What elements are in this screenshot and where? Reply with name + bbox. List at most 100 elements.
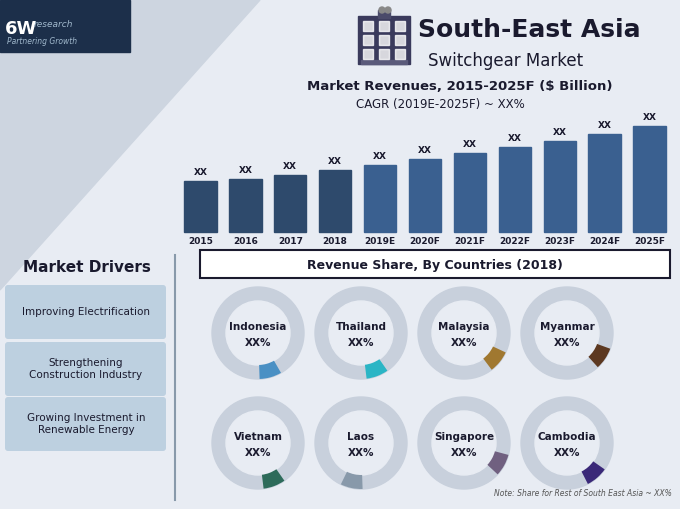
Circle shape (535, 411, 599, 475)
Circle shape (521, 287, 613, 379)
Circle shape (379, 7, 385, 13)
Bar (274, 175, 307, 232)
Bar (361, 60, 407, 64)
Text: XX: XX (463, 140, 477, 149)
Circle shape (418, 397, 510, 489)
Bar (395, 49, 405, 59)
Bar (588, 134, 621, 232)
Bar (363, 35, 373, 45)
Bar (0, 0, 130, 52)
Wedge shape (365, 359, 388, 379)
Circle shape (315, 287, 407, 379)
Circle shape (521, 397, 613, 489)
Text: XX: XX (553, 128, 566, 136)
FancyBboxPatch shape (5, 342, 166, 396)
FancyBboxPatch shape (5, 397, 166, 451)
Bar (543, 140, 576, 232)
Text: CAGR (2019E-2025F) ~ XX%: CAGR (2019E-2025F) ~ XX% (356, 98, 524, 111)
Text: XX%: XX% (347, 338, 374, 348)
Text: XX%: XX% (451, 448, 477, 458)
FancyBboxPatch shape (5, 285, 166, 339)
Circle shape (226, 411, 290, 475)
Circle shape (432, 301, 496, 365)
Wedge shape (262, 469, 284, 489)
Text: XX%: XX% (347, 448, 374, 458)
Text: Switchgear Market: Switchgear Market (428, 52, 583, 70)
Text: 2018: 2018 (323, 237, 347, 246)
Text: Thailand: Thailand (335, 322, 386, 332)
Text: 2016: 2016 (233, 237, 258, 246)
Text: Indonesia: Indonesia (229, 322, 287, 332)
Wedge shape (341, 472, 362, 489)
Bar (364, 164, 396, 232)
Circle shape (212, 397, 304, 489)
Text: Cambodia: Cambodia (538, 432, 596, 442)
Bar (379, 21, 389, 31)
Text: XX%: XX% (554, 448, 580, 458)
Circle shape (385, 7, 391, 13)
Text: research: research (34, 20, 73, 29)
Text: Improving Electrification: Improving Electrification (22, 307, 150, 317)
Bar (379, 49, 389, 59)
Bar (378, 10, 390, 18)
Text: 2025F: 2025F (634, 237, 665, 246)
Text: 2023F: 2023F (544, 237, 575, 246)
Text: XX: XX (418, 146, 432, 155)
Circle shape (418, 287, 510, 379)
Text: XX%: XX% (451, 338, 477, 348)
Bar (409, 159, 441, 232)
Wedge shape (488, 451, 509, 474)
Text: Strengthening
Construction Industry: Strengthening Construction Industry (29, 358, 143, 380)
Bar (358, 16, 410, 64)
Circle shape (226, 301, 290, 365)
Bar (319, 170, 352, 232)
Text: 2024F: 2024F (589, 237, 620, 246)
Text: XX: XX (328, 157, 342, 166)
Text: 2015: 2015 (188, 237, 213, 246)
Bar (200, 250, 670, 278)
Text: 2020F: 2020F (409, 237, 441, 246)
Text: South-East Asia: South-East Asia (418, 18, 641, 42)
Text: Growing Investment in
Renewable Energy: Growing Investment in Renewable Energy (27, 413, 146, 435)
Wedge shape (483, 347, 506, 370)
Text: Partnering Growth: Partnering Growth (7, 37, 77, 46)
Text: 2017: 2017 (277, 237, 303, 246)
Polygon shape (0, 0, 260, 290)
Text: XX: XX (284, 162, 297, 171)
Text: XX%: XX% (245, 448, 271, 458)
Text: 6W: 6W (5, 20, 37, 38)
Text: 2021F: 2021F (454, 237, 486, 246)
Text: XX: XX (239, 166, 252, 175)
Text: XX: XX (643, 114, 657, 123)
Text: 2022F: 2022F (499, 237, 530, 246)
Text: Note: Share for Rest of South East Asia ~ XX%: Note: Share for Rest of South East Asia … (494, 489, 672, 498)
Bar (229, 179, 262, 232)
Text: Market Revenues, 2015-2025F ($ Billion): Market Revenues, 2015-2025F ($ Billion) (307, 80, 613, 93)
Bar (498, 147, 531, 232)
Wedge shape (581, 461, 605, 484)
Circle shape (315, 397, 407, 489)
Text: XX%: XX% (554, 338, 580, 348)
Bar (363, 49, 373, 59)
Text: XX: XX (508, 134, 522, 143)
Circle shape (212, 287, 304, 379)
Bar (454, 153, 486, 232)
Bar (363, 21, 373, 31)
Text: Market Drivers: Market Drivers (23, 260, 151, 275)
Text: XX: XX (193, 168, 207, 177)
Circle shape (329, 301, 393, 365)
Text: Singapore: Singapore (434, 432, 494, 442)
Text: Malaysia: Malaysia (438, 322, 490, 332)
FancyBboxPatch shape (200, 250, 670, 278)
Text: XX: XX (598, 121, 611, 130)
Text: XX%: XX% (245, 338, 271, 348)
Wedge shape (259, 361, 281, 379)
Bar (633, 126, 666, 232)
Circle shape (535, 301, 599, 365)
Text: 2019E: 2019E (364, 237, 396, 246)
Bar (395, 21, 405, 31)
Bar (184, 181, 217, 232)
Text: XX: XX (373, 152, 387, 160)
Bar (379, 35, 389, 45)
Circle shape (432, 411, 496, 475)
